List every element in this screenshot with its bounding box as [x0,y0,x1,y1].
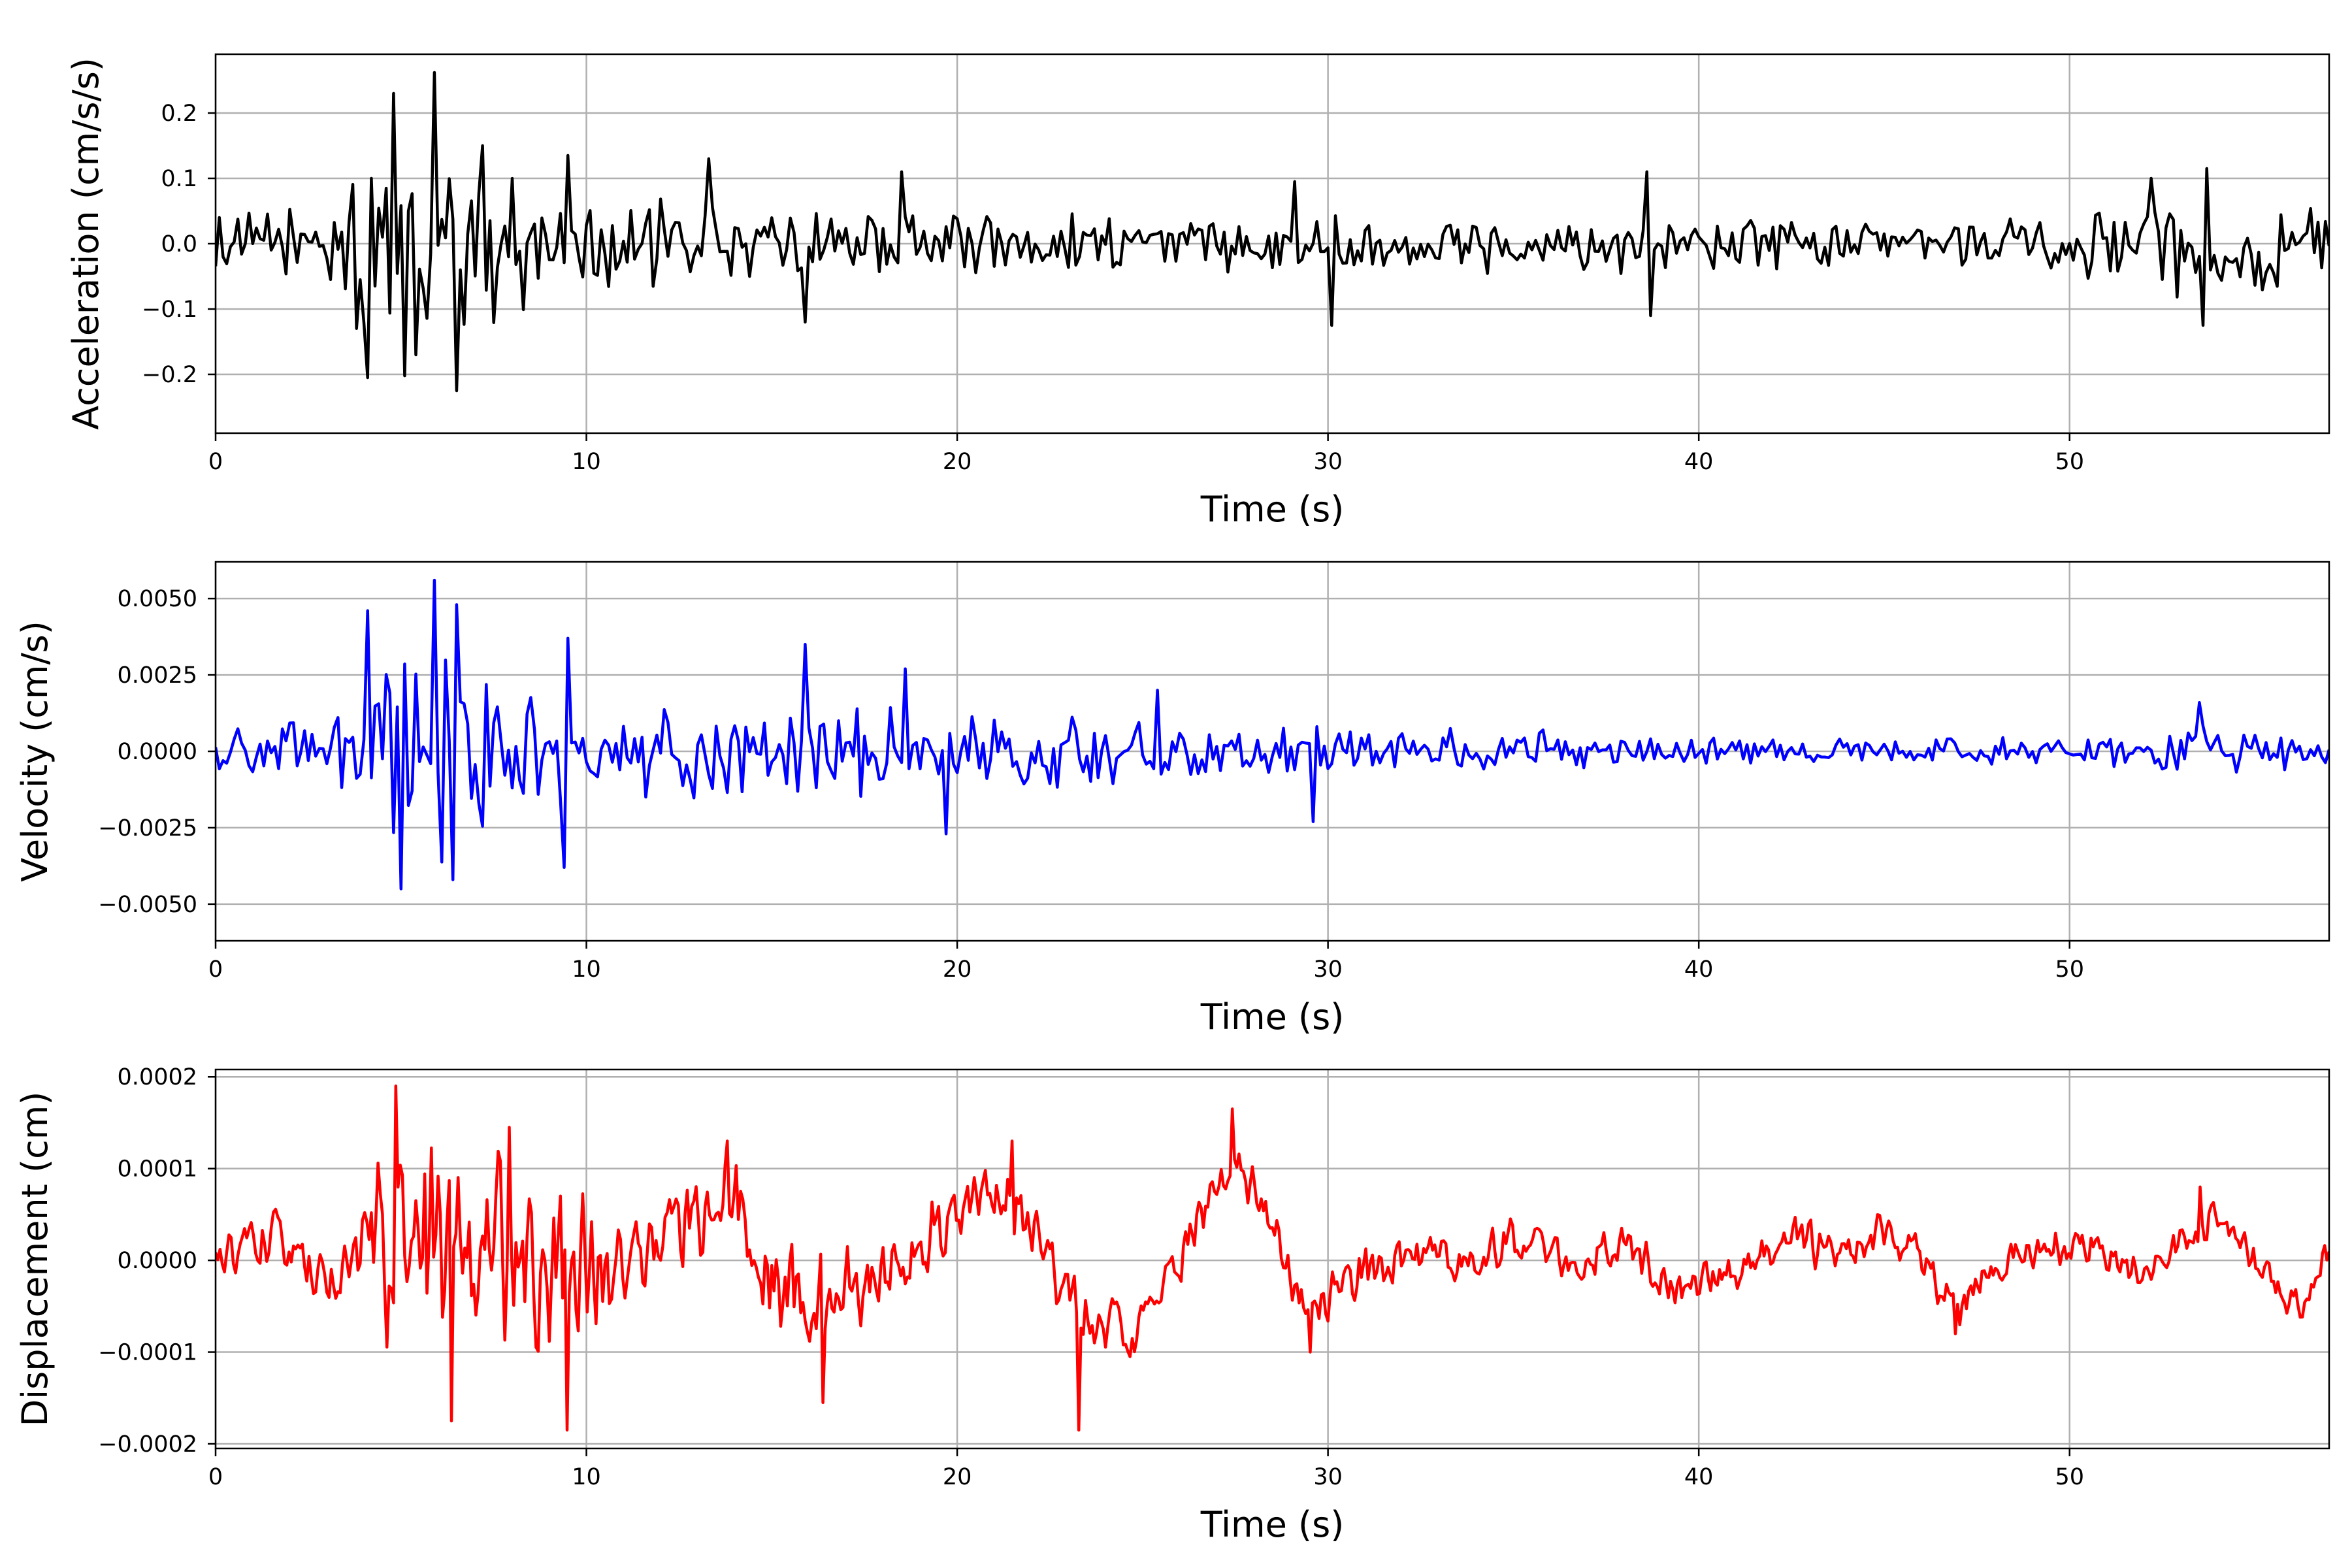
y-tick-label: 0.2 [161,101,197,127]
x-axis-label: Time (s) [1200,996,1345,1037]
y-tick-label: 0.0001 [118,1156,197,1183]
x-tick-label: 30 [1313,449,1343,475]
y-tick-label: −0.2 [142,362,197,388]
series-line-acceleration [216,71,2329,393]
y-axis-label: Displacement (cm) [14,1092,56,1427]
charts-root: 0 10 20 30 40 50 −0.2 −0.1 0.0 0.1 0.2 Time (s) Acce… [14,53,2330,1545]
x-tick-label: 30 [1313,1464,1343,1490]
x-tick-label: 10 [572,1464,601,1490]
y-axis-label: Acceleration (cm/s/s) [65,57,106,430]
x-tick-label: 30 [1313,956,1343,983]
x-tick-label: 50 [2055,1464,2084,1490]
series-line-velocity [216,578,2329,890]
axes-frame [214,1068,2330,1450]
x-tick-label: 20 [943,449,972,475]
x-tick-label: 40 [1684,449,1714,475]
chart-acceleration: 0 10 20 30 40 50 −0.2 −0.1 0.0 0.1 0.2 Time (s) Acce… [65,53,2330,530]
x-tick-label: 40 [1684,956,1714,983]
y-tick-label: −0.0025 [98,815,197,841]
grid [214,1070,2329,1448]
y-tick-label: 0.0025 [118,662,197,689]
grid [214,562,2329,941]
x-tick-label: 20 [943,956,972,983]
grid [214,54,2329,433]
y-tick-label: −0.0050 [98,892,197,918]
x-axis-label: Time (s) [1200,489,1345,530]
y-tick-label: −0.1 [142,297,197,323]
y-tick-label: −0.0001 [98,1340,197,1366]
x-tick-label: 50 [2055,956,2084,983]
x-tick-label: 0 [208,1464,223,1490]
x-tick-label: 0 [208,449,223,475]
x-tick-label: 50 [2055,449,2084,475]
x-tick-label: 0 [208,956,223,983]
x-tick-label: 40 [1684,1464,1714,1490]
y-tick-label: 0.0050 [118,586,197,612]
y-tick-label: 0.0000 [118,1248,197,1274]
x-tick-label: 10 [572,956,601,983]
y-tick-label: 0.0002 [118,1064,197,1090]
y-axis-label: Velocity (cm/s) [14,621,56,882]
x-axis-label: Time (s) [1200,1504,1345,1545]
series-line-displacement [216,1085,2329,1432]
y-tick-label: 0.0000 [118,739,197,765]
y-tick-label: 0.1 [161,166,197,192]
chart-displacement: 0 10 20 30 40 50 −0.0002 −0.0001 0.0000 0.0001 0.0… [14,1064,2330,1545]
x-tick-label: 20 [943,1464,972,1490]
x-tick-label: 10 [572,449,601,475]
y-tick-label: 0.0 [161,231,197,257]
y-tick-label: −0.0002 [98,1431,197,1458]
chart-velocity: 0 10 20 30 40 50 −0.0050 −0.0025 0.0000 0.0025 0.0… [14,561,2330,1037]
